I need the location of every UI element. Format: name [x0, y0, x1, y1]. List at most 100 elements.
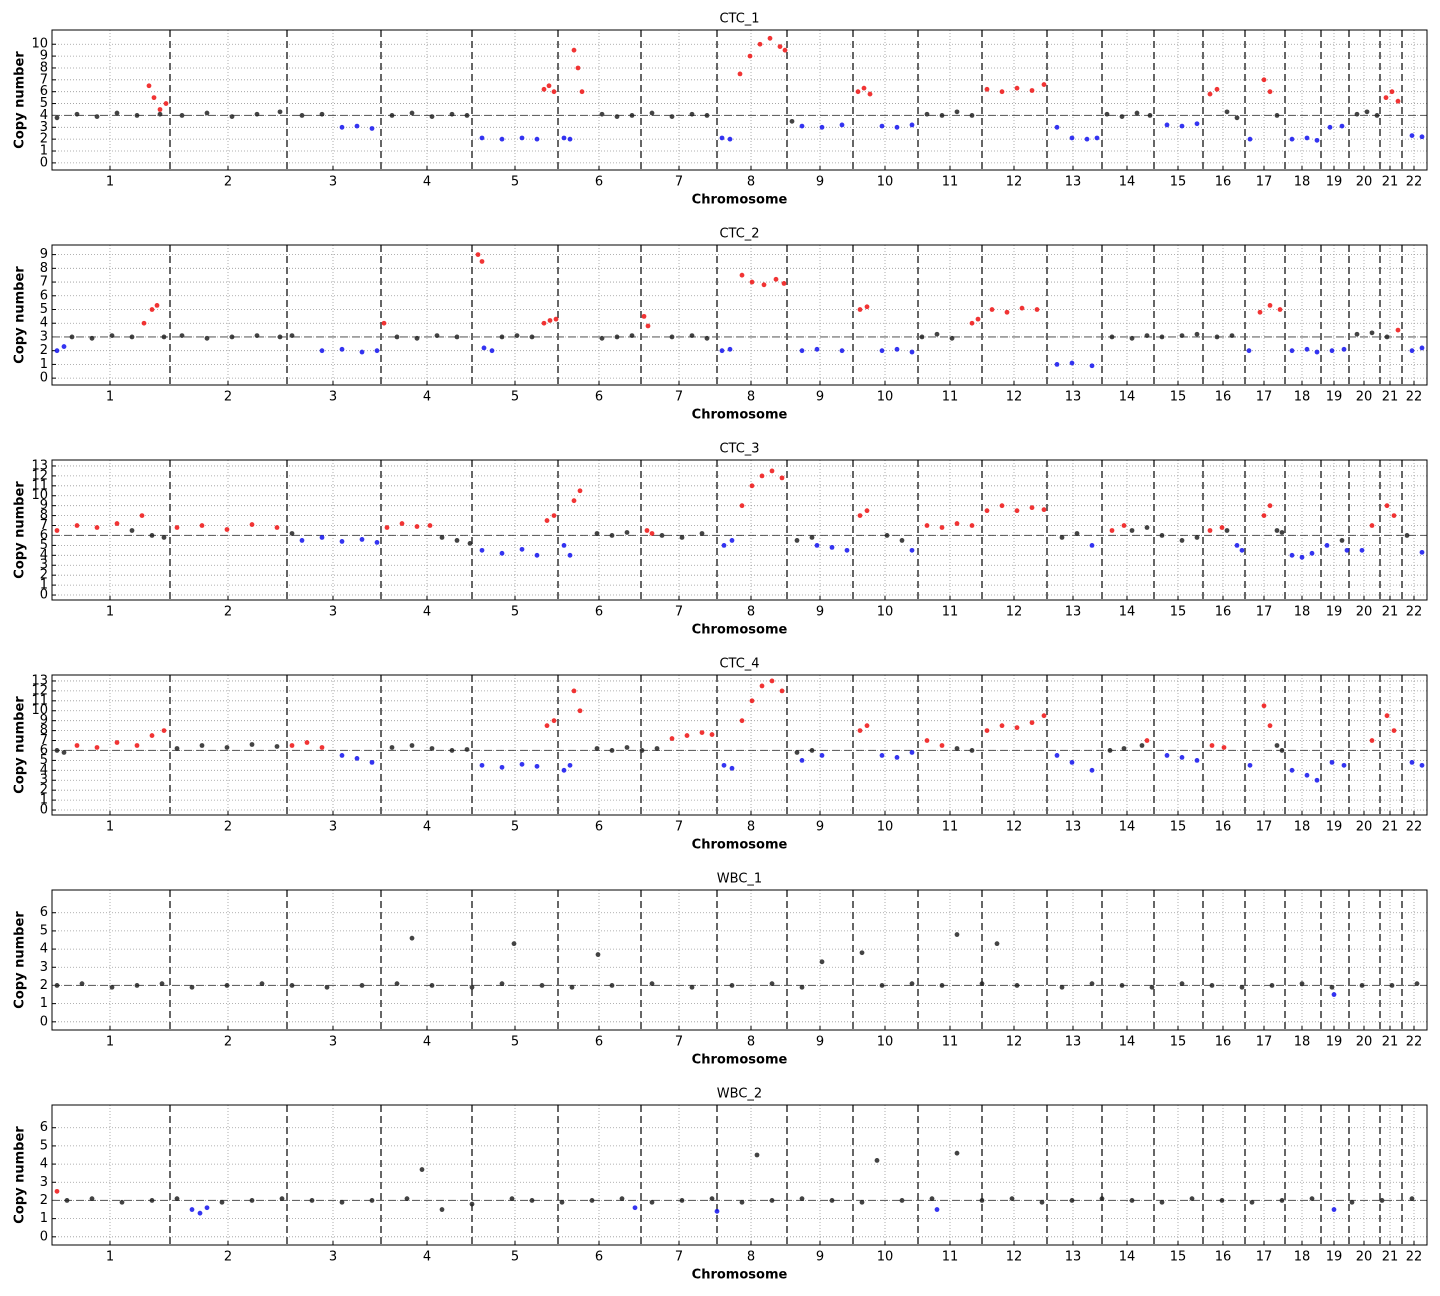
- data-point: [861, 85, 867, 91]
- data-point: [224, 745, 230, 750]
- data-point: [94, 745, 100, 750]
- data-point: [299, 113, 305, 118]
- data-point: [839, 122, 845, 128]
- data-point: [1221, 745, 1227, 750]
- x-tick-label: 3: [329, 1035, 337, 1050]
- data-point: [514, 333, 520, 338]
- data-point: [1041, 713, 1047, 719]
- data-point: [141, 320, 147, 326]
- data-point: [989, 307, 995, 312]
- data-point: [864, 723, 870, 729]
- data-point: [994, 941, 1000, 947]
- data-point: [1129, 1198, 1135, 1203]
- data-point: [1029, 505, 1035, 511]
- data-point: [74, 523, 80, 528]
- data-point: [1069, 759, 1075, 765]
- x-tick-label: 5: [511, 175, 519, 190]
- x-tick-label: 3: [329, 820, 337, 835]
- data-point: [1059, 984, 1065, 990]
- y-tick-label: 8: [40, 261, 48, 276]
- data-point: [1359, 983, 1365, 988]
- x-tick-label: 4: [423, 820, 431, 835]
- data-point: [1239, 547, 1245, 553]
- x-tick-label: 4: [423, 175, 431, 190]
- y-tick-label: 2: [40, 132, 48, 147]
- y-tick-label: 2: [40, 783, 48, 798]
- data-point: [619, 1196, 625, 1202]
- data-point: [1249, 1199, 1255, 1205]
- x-tick-label: 4: [423, 605, 431, 620]
- data-point: [704, 335, 710, 341]
- data-point: [109, 984, 115, 990]
- y-tick-label: 0: [40, 588, 48, 603]
- data-point: [739, 1199, 745, 1205]
- panel-title: WBC_2: [717, 1087, 762, 1102]
- y-tick-label: 12: [31, 468, 48, 483]
- data-point: [595, 952, 601, 957]
- y-tick-label: 9: [40, 498, 48, 513]
- data-point: [747, 53, 753, 59]
- data-point: [404, 1196, 410, 1202]
- data-point: [924, 523, 930, 528]
- data-point: [1034, 307, 1040, 312]
- x-tick-label: 11: [942, 1035, 959, 1050]
- x-tick-label: 13: [1065, 605, 1082, 620]
- data-point: [279, 1196, 285, 1202]
- data-point: [469, 984, 475, 990]
- y-axis-label: Copy number: [13, 696, 28, 794]
- y-tick-label: 7: [40, 72, 48, 87]
- data-point: [369, 1198, 375, 1203]
- data-point: [1129, 335, 1135, 341]
- data-point: [799, 348, 805, 354]
- x-tick-label: 8: [747, 175, 755, 190]
- data-point: [134, 743, 140, 748]
- data-point: [149, 1198, 155, 1203]
- data-point: [89, 335, 95, 341]
- data-point: [359, 349, 365, 355]
- data-point: [561, 542, 567, 548]
- data-point: [394, 981, 400, 987]
- data-point: [767, 35, 773, 41]
- data-point: [571, 688, 577, 694]
- data-point: [359, 983, 365, 988]
- data-point: [1207, 91, 1213, 97]
- x-tick-label: 22: [1406, 175, 1423, 190]
- data-point: [984, 508, 990, 514]
- data-point: [739, 718, 745, 724]
- data-point: [1383, 95, 1389, 101]
- data-point: [544, 723, 550, 729]
- data-point: [975, 316, 981, 322]
- data-point: [1341, 762, 1347, 768]
- data-point: [1094, 135, 1100, 141]
- data-point: [632, 1205, 638, 1211]
- y-tick-label: 9: [40, 49, 48, 64]
- data-point: [464, 747, 470, 752]
- x-tick-label: 8: [747, 820, 755, 835]
- data-point: [874, 1158, 880, 1163]
- y-tick-label: 13: [31, 673, 48, 688]
- x-tick-label: 11: [942, 820, 959, 835]
- data-point: [1419, 134, 1425, 140]
- data-point: [429, 983, 435, 988]
- data-point: [1289, 348, 1295, 354]
- x-tick-label: 9: [816, 175, 824, 190]
- data-point: [114, 521, 120, 526]
- panel-title: CTC_3: [719, 442, 759, 457]
- x-tick-label: 3: [329, 1250, 337, 1265]
- data-point: [1279, 748, 1285, 753]
- data-point: [1014, 725, 1020, 731]
- data-point: [389, 745, 395, 750]
- y-tick-label: 1: [40, 357, 48, 372]
- y-axis-label: Copy number: [13, 266, 28, 364]
- data-point: [1214, 334, 1220, 340]
- data-point: [571, 498, 577, 504]
- data-point: [439, 1207, 445, 1212]
- data-point: [709, 1196, 715, 1202]
- data-point: [571, 47, 577, 53]
- data-point: [277, 109, 283, 115]
- data-point: [629, 113, 635, 118]
- x-tick-label: 19: [1326, 820, 1343, 835]
- data-point: [1344, 547, 1350, 553]
- data-point: [499, 981, 505, 987]
